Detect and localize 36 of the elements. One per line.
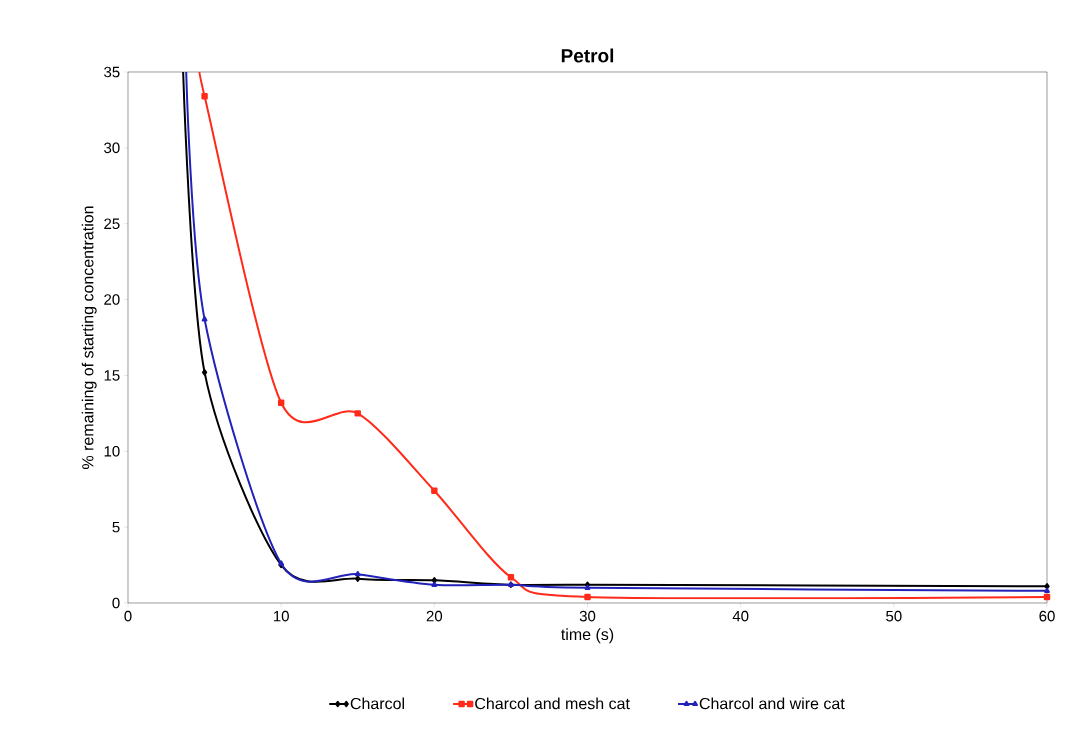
- point: [431, 577, 437, 584]
- y-tick-label: 15: [104, 370, 120, 381]
- x-tick-label: 40: [732, 610, 749, 622]
- x-tick-label: 0: [124, 610, 132, 622]
- point: [584, 593, 591, 601]
- point: [201, 316, 208, 322]
- point: [277, 399, 285, 406]
- point: [354, 570, 361, 577]
- point: [201, 369, 208, 376]
- legend-label: Charcol and mesh cat: [475, 697, 630, 710]
- x-tick-label: 10: [273, 610, 289, 622]
- legend-label: Charcol and wire cat: [699, 697, 845, 710]
- chart-title: Petrol: [561, 48, 614, 63]
- point: [431, 581, 438, 587]
- x-tick-label: 50: [886, 610, 902, 622]
- y-tick-label: 0: [112, 597, 120, 609]
- x-tick-label: 60: [1039, 610, 1055, 622]
- point: [201, 93, 208, 100]
- x-tick-label: 20: [426, 610, 443, 622]
- point: [1043, 593, 1051, 601]
- x-tick-label: 30: [579, 610, 596, 622]
- y-tick-label: 35: [104, 66, 120, 78]
- x-axis-title: time (s): [561, 628, 614, 644]
- point: [1044, 583, 1050, 590]
- y-tick-label: 10: [104, 445, 120, 457]
- y-tick-label: 5: [112, 521, 120, 533]
- point: [507, 574, 515, 581]
- y-tick-label: 20: [104, 294, 120, 305]
- y-tick-label: 30: [104, 142, 120, 154]
- point: [1044, 587, 1050, 593]
- point: [431, 487, 438, 494]
- legend-label: Charcol: [350, 697, 404, 710]
- point: [354, 410, 361, 417]
- y-axis-title: % remaining of starting concentration: [81, 206, 97, 470]
- point: [355, 575, 361, 582]
- y-tick-label: 25: [104, 218, 120, 230]
